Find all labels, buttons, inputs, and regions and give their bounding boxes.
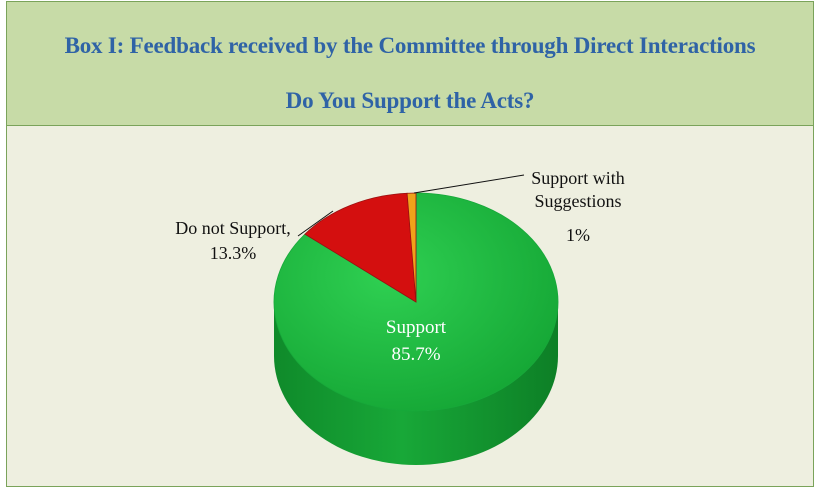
data-label-support-value: 85.7% <box>391 344 440 365</box>
slice-do-not-support <box>304 192 417 303</box>
data-label-suggestions-value: 1% <box>566 225 590 245</box>
box-header: Box I: Feedback received by the Committe… <box>7 2 813 126</box>
data-label-do-not-support-value: 13.3% <box>210 243 257 263</box>
data-label-do-not-support-name: Do not Support, <box>175 218 291 238</box>
data-label-suggestions-name-1: Support with <box>531 168 625 188</box>
pie-side <box>274 302 558 465</box>
leader-line-suggestions <box>413 174 525 194</box>
box-title: Box I: Feedback received by the Committe… <box>64 33 756 58</box>
data-label-suggestions-name-2: Suggestions <box>534 191 621 211</box>
chart-subtitle: Do You Support the Acts? <box>285 88 535 113</box>
data-label-support-name: Support <box>386 317 447 338</box>
leader-line-do-not-support <box>297 210 334 237</box>
